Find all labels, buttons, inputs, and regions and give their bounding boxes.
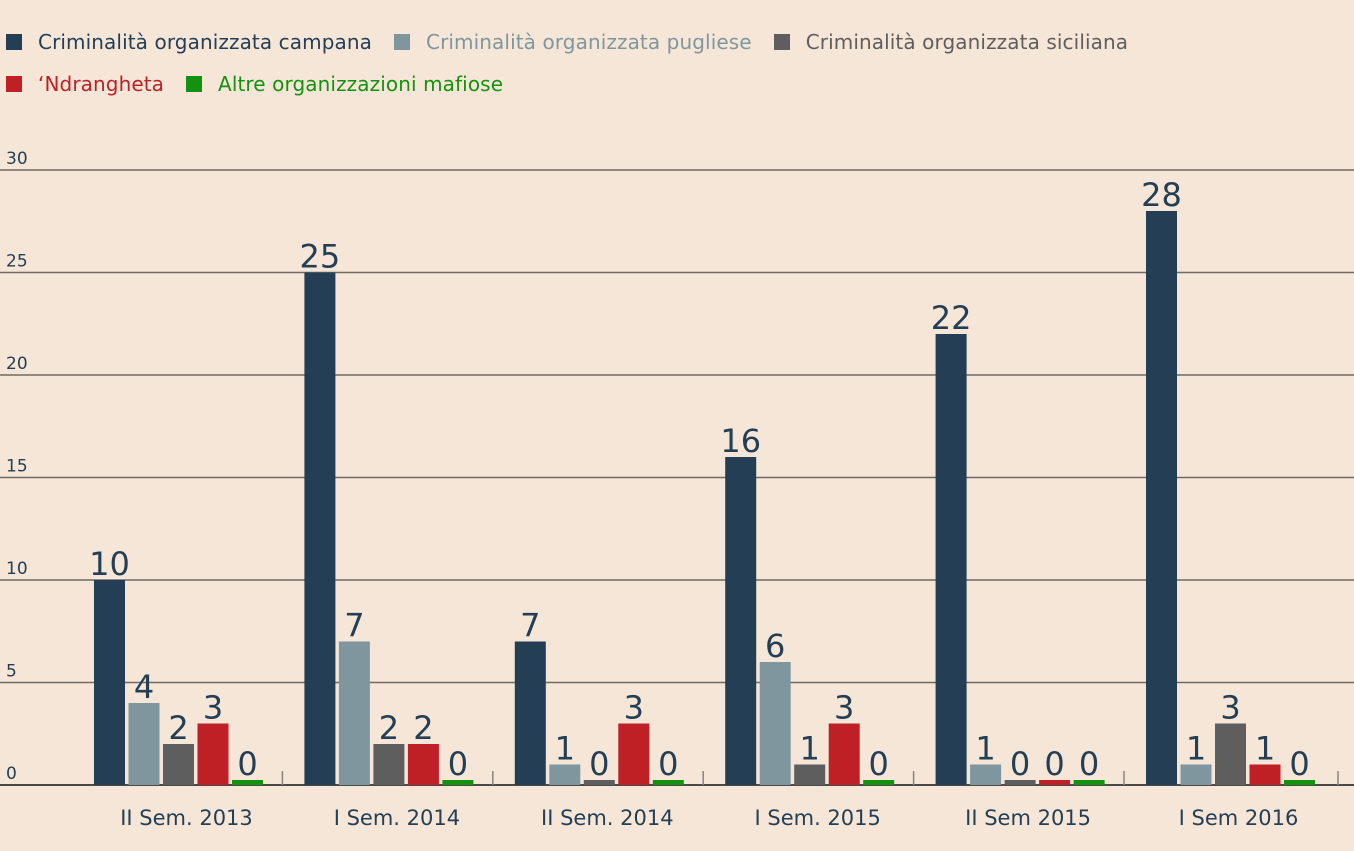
bar-value-label: 0 (1079, 745, 1099, 783)
bar-value-label: 28 (1141, 176, 1182, 214)
bar (652, 780, 684, 785)
bar (338, 641, 370, 785)
bar (407, 744, 439, 785)
x-tick-label: II Sem. 2013 (120, 806, 253, 830)
bar-value-label: 2 (379, 709, 399, 747)
y-tick-label: 0 (6, 764, 17, 784)
legend-swatch-ndrangheta (6, 76, 22, 92)
legend-item-altre: Altre organizzazioni mafiose (186, 72, 503, 96)
bar-value-label: 0 (869, 745, 889, 783)
legend-row-1: Criminalità organizzata campana Criminal… (6, 26, 1346, 58)
bar-value-label: 3 (203, 689, 223, 727)
bar-value-label: 10 (89, 545, 130, 583)
x-tick-label: I Sem. 2014 (334, 806, 460, 830)
bar (304, 272, 336, 785)
legend-label-siciliana: Criminalità organizzata siciliana (805, 30, 1129, 54)
legend: Criminalità organizzata campana Criminal… (6, 26, 1346, 110)
y-tick-label: 5 (6, 662, 17, 682)
bar-value-label: 1 (555, 730, 575, 768)
bar (163, 744, 194, 785)
bar-value-label: 0 (237, 745, 257, 783)
bar-value-label: 1 (800, 730, 820, 768)
bar-value-label: 4 (134, 668, 154, 706)
legend-label-ndrangheta: ‘Ndrangheta (38, 72, 165, 96)
legend-item-siciliana: Criminalità organizzata siciliana (773, 30, 1129, 54)
bar (549, 764, 581, 785)
bar (794, 764, 826, 785)
bar (935, 334, 967, 785)
bar (1073, 780, 1105, 785)
bar-value-label: 0 (1044, 745, 1064, 783)
bar-value-label: 0 (1010, 745, 1030, 783)
bar (1146, 211, 1177, 785)
y-tick-label: 30 (6, 149, 28, 169)
bar-value-label: 7 (520, 607, 540, 645)
bar-value-label: 6 (765, 627, 785, 665)
bar-value-label: 1 (1186, 730, 1206, 768)
bar (128, 703, 160, 785)
bar-value-label: 16 (720, 422, 761, 460)
bar (759, 662, 791, 785)
bar-value-label: 1 (975, 730, 995, 768)
bar-value-label: 22 (931, 299, 972, 337)
bar (970, 764, 1002, 785)
x-tick-label: I Sem 2016 (1179, 806, 1299, 830)
bar-value-label: 3 (624, 689, 644, 727)
bar-value-label: 25 (300, 238, 341, 276)
bar (1039, 780, 1071, 785)
bar-value-label: 0 (448, 745, 468, 783)
bar (1004, 780, 1036, 785)
legend-swatch-campana (6, 34, 22, 50)
legend-label-altre: Altre organizzazioni mafiose (218, 72, 504, 96)
bar-value-label: 2 (413, 709, 433, 747)
legend-label-pugliese: Criminalità organizzata pugliese (426, 30, 752, 54)
x-tick-label: II Sem. 2014 (541, 806, 674, 830)
bar (725, 457, 757, 785)
bar (94, 580, 125, 785)
bar-value-label: 0 (658, 745, 678, 783)
legend-item-pugliese: Criminalità organizzata pugliese (394, 30, 752, 54)
legend-row-2: ‘Ndrangheta Altre organizzazioni mafiose (6, 68, 1346, 100)
bar-value-label: 0 (1289, 745, 1309, 783)
bar (1284, 780, 1315, 785)
bar (618, 723, 650, 785)
legend-swatch-altre (186, 76, 203, 92)
legend-swatch-siciliana (773, 34, 790, 50)
y-tick-label: 25 (6, 252, 28, 272)
legend-swatch-pugliese (394, 34, 410, 50)
bar (232, 780, 263, 785)
bar (197, 723, 229, 785)
bar (514, 641, 546, 785)
bar-value-label: 1 (1255, 730, 1275, 768)
y-tick-label: 10 (6, 559, 28, 579)
bar (863, 780, 895, 785)
bar (373, 744, 405, 785)
bar (1180, 764, 1212, 785)
bar (1215, 723, 1246, 785)
bar (442, 780, 474, 785)
bar-value-label: 2 (168, 709, 188, 747)
bar-value-label: 7 (344, 607, 364, 645)
legend-item-ndrangheta: ‘Ndrangheta (6, 72, 164, 96)
bar-value-label: 0 (589, 745, 609, 783)
y-tick-label: 15 (6, 457, 28, 477)
x-tick-label: I Sem. 2015 (755, 806, 881, 830)
bar-value-label: 3 (1220, 689, 1240, 727)
y-tick-label: 20 (6, 354, 28, 374)
bar-value-label: 3 (834, 689, 854, 727)
bar (1249, 764, 1281, 785)
bar (583, 780, 615, 785)
legend-item-campana: Criminalità organizzata campana (6, 30, 372, 54)
bar (828, 723, 860, 785)
legend-label-campana: Criminalità organizzata campana (38, 30, 372, 54)
x-tick-label: II Sem 2015 (965, 806, 1091, 830)
